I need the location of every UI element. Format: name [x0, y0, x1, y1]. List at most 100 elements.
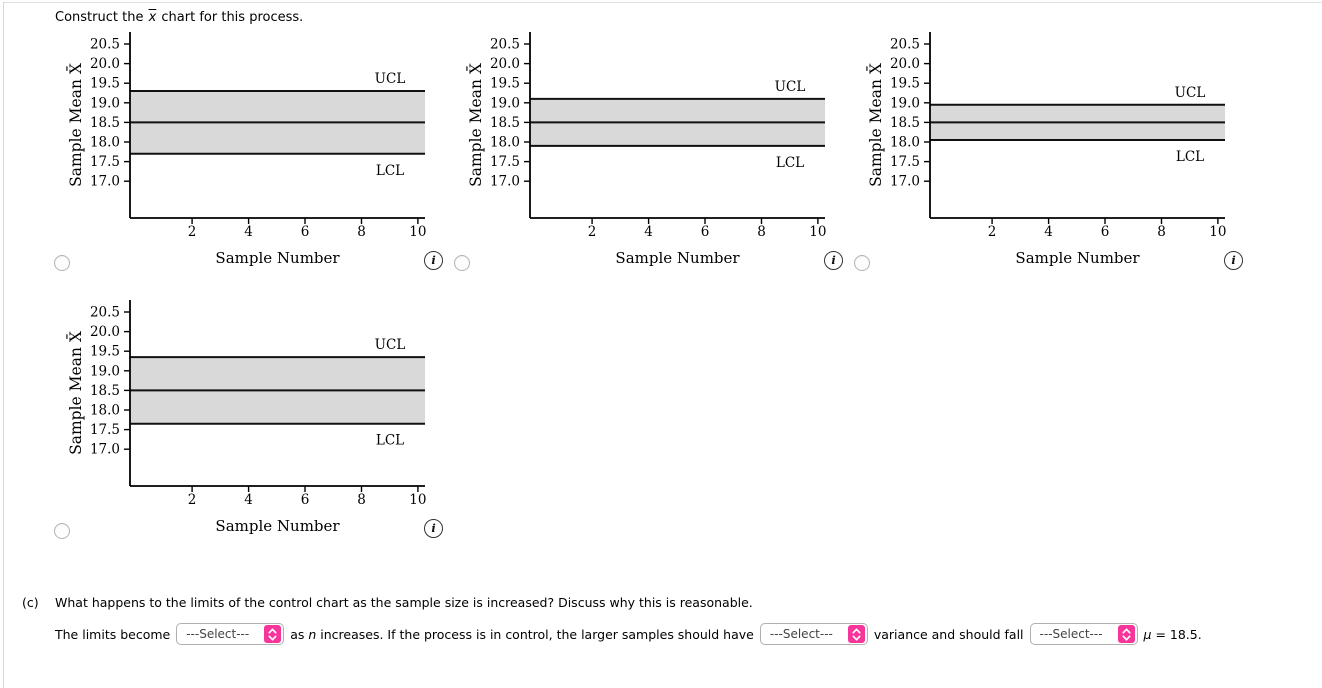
svg-text:LCL: LCL: [776, 155, 804, 171]
svg-text:10: 10: [1209, 224, 1226, 240]
info-icon-glyph: i: [431, 252, 436, 267]
svg-text:Sample Mean X̄: Sample Mean X̄: [67, 63, 85, 187]
chart-option-2: 20.5 20.0 19.5 19.0 18.5 18.0 17.5 17.0 2 4 6 8 10 Sa…: [440, 25, 843, 279]
svg-text:LCL: LCL: [1176, 149, 1204, 165]
chart-option-radio-2[interactable]: [454, 255, 470, 271]
answer-text-2: as n increases. If the process is in con…: [290, 627, 754, 642]
title-prefix: Construct the: [55, 10, 148, 25]
select-stepper-icon: [1117, 625, 1135, 643]
x-axis-label-3: Sample Number: [1015, 249, 1140, 267]
svg-text:2: 2: [188, 224, 197, 240]
x-axis-label-2: Sample Number: [615, 249, 740, 267]
svg-text:19.0: 19.0: [890, 95, 920, 111]
svg-text:10: 10: [809, 224, 826, 240]
part-c-label: (c): [22, 595, 39, 610]
svg-text:20.0: 20.0: [490, 56, 520, 72]
select-variance-value: ---Select---: [769, 627, 833, 641]
svg-text:Sample Mean X̄: Sample Mean X̄: [467, 63, 485, 187]
svg-text:8: 8: [357, 492, 366, 508]
svg-text:17.0: 17.0: [90, 174, 120, 190]
select-variance[interactable]: ---Select---: [759, 623, 868, 645]
svg-text:6: 6: [701, 224, 710, 240]
info-icon-4[interactable]: i: [424, 519, 443, 538]
answer-text-mu-italic: μ: [1143, 626, 1152, 642]
svg-text:18.5: 18.5: [890, 115, 920, 131]
svg-text:2: 2: [988, 224, 997, 240]
part-c-question: What happens to the limits of the contro…: [55, 595, 753, 610]
x-axis-label-4: Sample Number: [215, 517, 340, 535]
svg-text:19.0: 19.0: [490, 95, 520, 111]
svg-text:6: 6: [301, 224, 310, 240]
chart-option-3: 20.5 20.0 19.5 19.0 18.5 18.0 17.5 17.0 2 4 6 8 10 Sa…: [840, 25, 1243, 279]
chart-1-footer: Sample Number i: [40, 243, 443, 279]
chart-2-footer: Sample Number i: [440, 243, 843, 279]
svg-text:17.5: 17.5: [490, 154, 520, 170]
chart-3-footer: Sample Number i: [840, 243, 1243, 279]
svg-text:19.5: 19.5: [890, 76, 920, 92]
info-icon-2[interactable]: i: [824, 251, 843, 270]
svg-text:20.0: 20.0: [90, 56, 120, 72]
info-icon-glyph: i: [431, 520, 436, 535]
svg-text:8: 8: [357, 224, 366, 240]
svg-text:20.5: 20.5: [90, 305, 120, 321]
info-icon-glyph: i: [1231, 252, 1236, 267]
chart-option-radio-4[interactable]: [54, 523, 70, 539]
svg-text:18.0: 18.0: [90, 403, 120, 419]
page-border-left: [3, 2, 4, 688]
select-limits-value: ---Select---: [186, 627, 250, 641]
svg-text:4: 4: [644, 224, 653, 240]
select-fall[interactable]: ---Select---: [1029, 623, 1138, 645]
svg-text:18.5: 18.5: [490, 115, 520, 131]
svg-text:20.5: 20.5: [890, 37, 920, 53]
svg-text:17.0: 17.0: [890, 174, 920, 190]
info-icon-3[interactable]: i: [1224, 251, 1243, 270]
svg-text:10: 10: [409, 492, 426, 508]
svg-text:4: 4: [244, 492, 253, 508]
xbar-chart-1-svg: 20.5 20.0 19.5 19.0 18.5 18.0 17.5 17.0 2 4 6 8 10 Sa…: [67, 32, 426, 240]
svg-text:UCL: UCL: [375, 71, 406, 87]
svg-text:6: 6: [301, 492, 310, 508]
svg-text:8: 8: [757, 224, 766, 240]
chart-option-radio-3[interactable]: [854, 255, 870, 271]
answer-text-n-italic: n: [308, 626, 317, 642]
info-icon-1[interactable]: i: [424, 251, 443, 270]
chart-options-row-1: 20.5 20.0 19.5 19.0 18.5 18.0 17.5 17.0 2 4 6 8 10 Sa…: [40, 25, 1322, 279]
answer-text-2b: increases. If the process is in control,…: [316, 626, 754, 642]
svg-text:2: 2: [588, 224, 597, 240]
answer-text-4: μ = 18.5.: [1144, 627, 1202, 642]
svg-text:20.0: 20.0: [890, 56, 920, 72]
select-limits[interactable]: ---Select---: [176, 623, 285, 645]
svg-text:17.0: 17.0: [490, 174, 520, 190]
svg-text:19.5: 19.5: [90, 344, 120, 360]
svg-text:20.0: 20.0: [90, 324, 120, 340]
chart-4-footer: Sample Number i: [40, 511, 443, 547]
svg-text:2: 2: [188, 492, 197, 508]
xbar-chart-3-svg: 20.5 20.0 19.5 19.0 18.5 18.0 17.5 17.0 2 4 6 8 10 Sa…: [867, 32, 1226, 240]
page-title: Construct the x chart for this process.: [55, 10, 1322, 25]
xbar-chart-4-svg: 20.5 20.0 19.5 19.0 18.5 18.0 17.5 17.0 2 4 6 8 10 Sa…: [67, 300, 426, 508]
select-stepper-icon: [264, 625, 282, 643]
chart-option-radio-1[interactable]: [54, 255, 70, 271]
answer-text-1: The limits become: [55, 626, 171, 642]
svg-text:18.5: 18.5: [90, 115, 120, 131]
svg-text:17.5: 17.5: [90, 422, 120, 438]
info-icon-glyph: i: [831, 252, 836, 267]
svg-text:LCL: LCL: [376, 163, 404, 179]
part-c-answer-sentence: The limits become ---Select--- as n incr…: [55, 623, 1322, 645]
title-xbar: x: [148, 10, 157, 25]
svg-text:8: 8: [1157, 224, 1166, 240]
chart-option-4: 20.5 20.0 19.5 19.0 18.5 18.0 17.5 17.0 2 4 6 8 10 Sa…: [40, 293, 443, 547]
svg-text:4: 4: [244, 224, 253, 240]
answer-text-3: variance and should fall: [873, 626, 1024, 642]
svg-text:20.5: 20.5: [490, 37, 520, 53]
svg-text:19.0: 19.0: [90, 363, 120, 379]
xbar-chart-2-svg: 20.5 20.0 19.5 19.0 18.5 18.0 17.5 17.0 2 4 6 8 10 Sa…: [467, 32, 826, 240]
chart-option-1: 20.5 20.0 19.5 19.0 18.5 18.0 17.5 17.0 2 4 6 8 10 Sa…: [40, 25, 443, 279]
svg-text:10: 10: [409, 224, 426, 240]
select-stepper-icon: [847, 625, 865, 643]
select-fall-value: ---Select---: [1039, 627, 1103, 641]
svg-text:Sample Mean X̄: Sample Mean X̄: [867, 63, 885, 187]
svg-text:UCL: UCL: [375, 337, 406, 353]
x-axis-label-1: Sample Number: [215, 249, 340, 267]
svg-text:20.5: 20.5: [90, 37, 120, 53]
